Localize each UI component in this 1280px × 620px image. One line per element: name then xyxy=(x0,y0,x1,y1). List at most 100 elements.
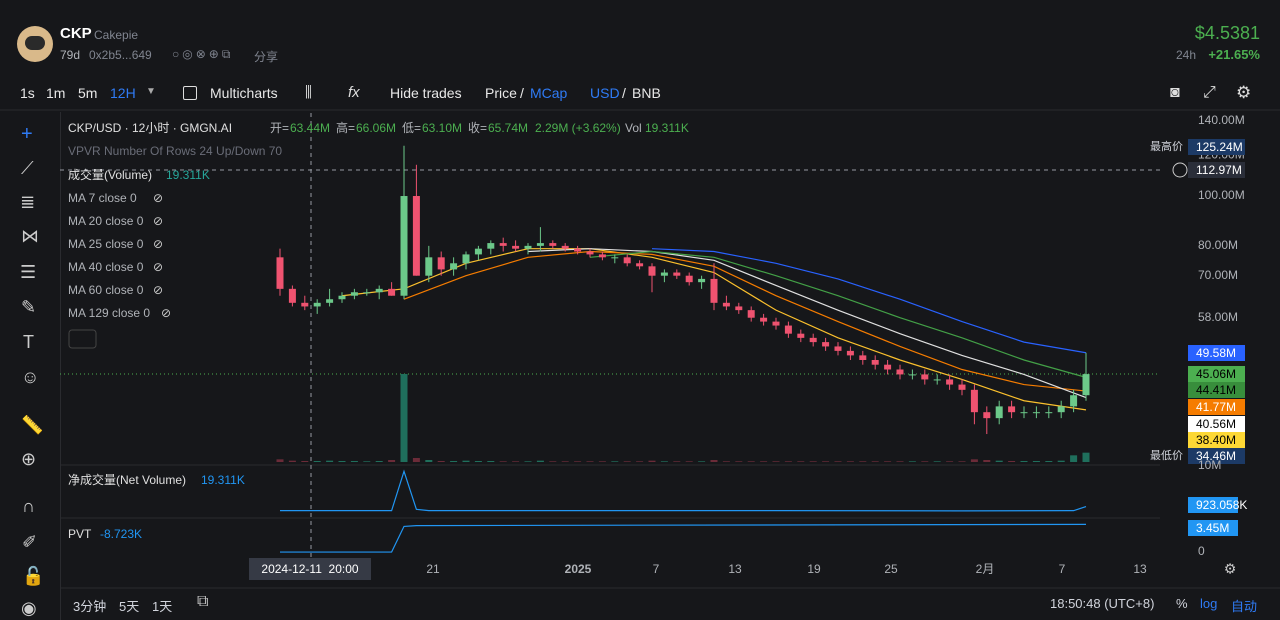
mcap-toggle[interactable]: MCap xyxy=(530,85,568,101)
candle-body xyxy=(896,369,904,375)
volume-bar xyxy=(350,461,358,462)
hide-trades[interactable]: Hide trades xyxy=(390,85,462,101)
x-tick-label: 2月 xyxy=(976,562,995,576)
volume-bar xyxy=(1045,461,1053,462)
ma-line xyxy=(651,248,1087,354)
token-avatar xyxy=(17,26,53,62)
interval[interactable]: 1m xyxy=(46,85,66,101)
settings[interactable]: ⚙ xyxy=(1236,83,1252,102)
line-tool[interactable]: ⟋ xyxy=(21,158,34,178)
interval[interactable]: 5m xyxy=(78,85,98,101)
candle-body xyxy=(350,292,358,296)
candle-body xyxy=(1008,406,1016,413)
candle-body xyxy=(859,355,867,360)
token-name: Cakepie xyxy=(94,28,139,42)
y-tick-label: 58.00M xyxy=(1198,310,1238,324)
change-label: 24h xyxy=(1175,48,1196,62)
indicator-icon[interactable]: fx xyxy=(348,84,360,101)
volume-bar xyxy=(946,461,954,462)
lock-draw-tool[interactable]: ✐ xyxy=(22,532,38,552)
fib-tool[interactable]: ☰ xyxy=(20,262,37,282)
price-toggle[interactable]: Price xyxy=(485,85,517,101)
visibility-tool[interactable]: ◉ xyxy=(21,598,37,618)
multicharts[interactable]: Multicharts xyxy=(210,85,278,101)
brush-tool[interactable]: ✎ xyxy=(21,297,37,317)
tag-label: 最低价 xyxy=(1150,449,1183,462)
x-tick-label: 25 xyxy=(884,562,898,576)
interval[interactable]: 12H xyxy=(110,85,136,101)
magnet-tool[interactable]: ∩ xyxy=(22,496,35,516)
volume-bar xyxy=(784,461,792,462)
clock: 18:50:48 (UTC+8) xyxy=(1050,596,1155,611)
icons: ○◎⊗⊕⧉ xyxy=(172,47,234,61)
volume-bar xyxy=(660,461,668,462)
range[interactable]: 1天 xyxy=(152,599,173,614)
multicharts-icon xyxy=(183,86,197,100)
volume-bar xyxy=(574,461,582,462)
candle-body xyxy=(549,243,557,246)
candle-body xyxy=(834,346,842,351)
volume-bar xyxy=(375,461,383,462)
lock-tool[interactable]: 🔓 xyxy=(22,566,45,586)
y-tick-label: 70.00M xyxy=(1198,268,1238,282)
share[interactable]: 分享 xyxy=(254,50,279,64)
vpvr-label: VPVR Number Of Rows 24 Up/Down 70 xyxy=(68,144,282,158)
net_volume-label: 净成交量(Net Volume) xyxy=(68,472,186,487)
price-tag xyxy=(1188,399,1245,415)
volume-bar xyxy=(958,461,966,462)
candle-body xyxy=(921,374,929,380)
candle-body xyxy=(1070,395,1078,407)
ohlc-value: 63.44M xyxy=(290,121,330,135)
volume-bar xyxy=(288,460,296,462)
zoom-tool[interactable]: ⊕ xyxy=(21,449,37,469)
add-alert xyxy=(1172,162,1188,178)
price-tag-text: 49.58M xyxy=(1196,346,1236,360)
volume-bar xyxy=(822,461,830,462)
percent-toggle[interactable]: % xyxy=(1176,596,1188,611)
price-tag xyxy=(1188,345,1245,361)
candle-icon[interactable]: ⫼ xyxy=(305,84,312,101)
price-tag-text: 125.24M xyxy=(1196,140,1243,154)
emoji-tool[interactable]: ☺ xyxy=(21,367,40,387)
candle-body xyxy=(338,295,346,300)
price-tag-text: 34.46M xyxy=(1196,449,1236,463)
address[interactable]: 0x2b5...649 xyxy=(89,48,152,62)
pvt-label: PVT xyxy=(68,527,92,541)
ruler-tool[interactable]: 📏 xyxy=(21,415,44,435)
range[interactable]: 5天 xyxy=(119,599,140,614)
interval[interactable]: 1s xyxy=(20,85,35,101)
candle-body xyxy=(425,257,433,276)
candle-body xyxy=(958,384,966,390)
auto-toggle[interactable]: 自动 xyxy=(1231,599,1258,614)
ma-label: MA 129 close 0 xyxy=(68,306,150,320)
range[interactable]: 3分钟 xyxy=(73,599,107,614)
volume-bar xyxy=(834,461,842,462)
price-tag-text: 112.97M xyxy=(1196,163,1242,177)
legend-title: CKP/USD · 12小时 · GMGN.AI xyxy=(68,121,232,135)
fullscreen[interactable]: ⤢ xyxy=(1203,84,1216,101)
ma-hide-icon: ⊘ xyxy=(153,191,163,205)
pattern-tool[interactable]: ⋈ xyxy=(21,226,39,246)
x-tick-label: 21 xyxy=(426,562,440,576)
price-tag xyxy=(1188,432,1245,448)
screenshot[interactable]: ◙ xyxy=(1170,84,1180,101)
candle-body xyxy=(375,288,383,293)
dropdown[interactable]: ▼ xyxy=(146,86,156,97)
candle-body xyxy=(574,248,582,252)
channel-tool[interactable]: ≣ xyxy=(20,192,36,212)
volume-bar xyxy=(735,461,743,462)
volume-bar xyxy=(983,460,991,462)
date-range-icon[interactable]: ⧉ xyxy=(197,593,209,610)
price-tag-text: 923.058K xyxy=(1196,498,1247,512)
volume-bar xyxy=(450,461,458,462)
candle-body xyxy=(983,412,991,419)
crosshair-tool[interactable]: + xyxy=(21,123,33,145)
bnb-toggle[interactable]: BNB xyxy=(632,85,661,101)
volume-bar xyxy=(301,461,309,462)
usd-toggle[interactable]: USD xyxy=(590,85,620,101)
legend: CKP/USD · 12小时 · GMGN.AI 开= 63.44M 高= 66… xyxy=(68,120,689,182)
ma-label: MA 60 close 0 xyxy=(68,283,144,297)
volume-bar xyxy=(499,461,507,462)
text-tool[interactable]: T xyxy=(23,332,34,352)
log-toggle[interactable]: log xyxy=(1200,596,1218,611)
